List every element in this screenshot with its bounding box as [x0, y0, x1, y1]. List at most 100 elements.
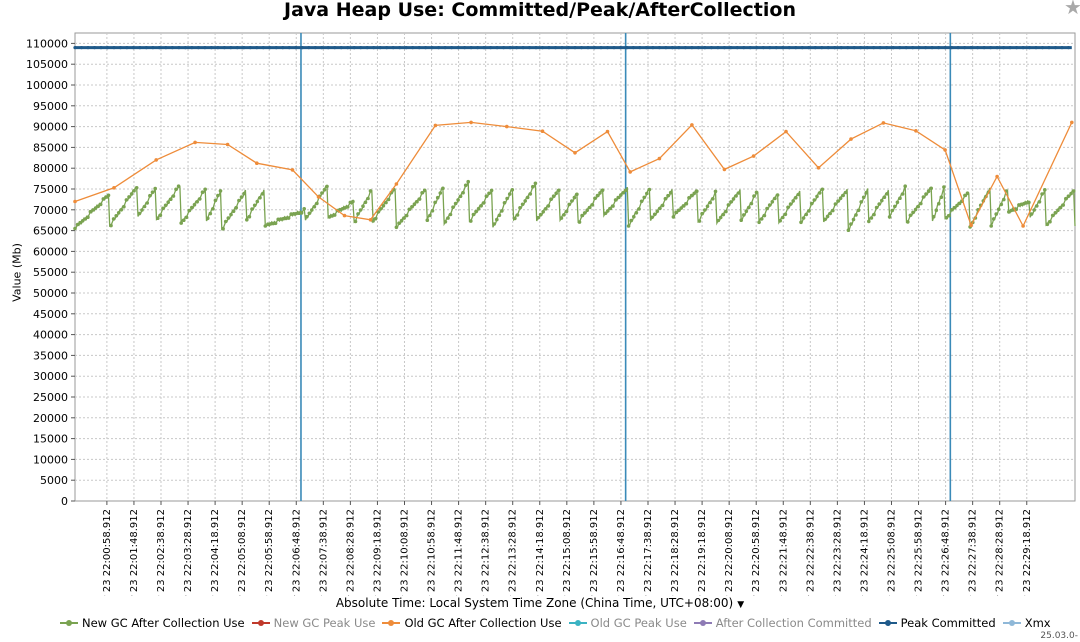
- data-point-peak-committed: [138, 46, 142, 50]
- data-point-peak-committed: [1034, 46, 1038, 50]
- data-point-new-gc-after-collection-use: [996, 207, 1001, 212]
- legend-item-old-gc-peak-use[interactable]: Old GC Peak Use: [568, 616, 687, 630]
- data-point-new-gc-after-collection-use: [129, 192, 134, 196]
- data-point-new-gc-after-collection-use: [1071, 189, 1076, 193]
- data-point-peak-committed: [800, 46, 804, 50]
- data-point-new-gc-after-collection-use: [190, 205, 194, 210]
- data-point-peak-committed: [937, 46, 941, 50]
- data-point-new-gc-after-collection-use: [838, 196, 843, 200]
- x-tick-label: May 23 22:15:58.912: [589, 509, 600, 596]
- data-point-peak-committed: [203, 46, 207, 50]
- y-tick-label: 90000: [33, 121, 68, 134]
- data-point-new-gc-after-collection-use: [169, 197, 173, 201]
- data-point-peak-committed: [924, 46, 928, 50]
- data-point-new-gc-after-collection-use: [433, 200, 437, 205]
- data-point-new-gc-after-collection-use: [544, 207, 548, 211]
- data-point-peak-committed: [547, 46, 551, 50]
- legend-label: New GC After Collection Use: [82, 616, 245, 630]
- chevron-down-icon[interactable]: ▼: [737, 600, 745, 610]
- data-point-peak-committed: [592, 46, 597, 50]
- data-point-peak-committed: [463, 46, 467, 50]
- data-point-new-gc-after-collection-use: [809, 201, 814, 206]
- data-point-new-gc-after-collection-use: [127, 195, 131, 199]
- data-point-peak-committed: [696, 46, 701, 50]
- data-point-peak-committed: [820, 46, 824, 50]
- data-point-new-gc-after-collection-use: [471, 212, 476, 217]
- data-point-peak-committed: [216, 46, 220, 50]
- data-point-new-gc-after-collection-use: [358, 208, 363, 212]
- data-point-new-gc-after-collection-use: [200, 190, 205, 194]
- data-point-new-gc-after-collection-use: [443, 220, 448, 224]
- data-point-new-gc-after-collection-use: [616, 195, 620, 200]
- data-point-new-gc-after-collection-use: [320, 191, 324, 195]
- data-point-peak-committed: [1002, 46, 1006, 50]
- data-point-old-gc-after-collection-use: [368, 218, 373, 222]
- data-point-peak-committed: [1053, 46, 1058, 50]
- data-point-new-gc-after-collection-use: [921, 195, 926, 199]
- data-point-peak-committed: [294, 46, 298, 50]
- data-point-peak-committed: [885, 46, 889, 50]
- data-point-old-gc-after-collection-use: [112, 186, 116, 190]
- data-point-new-gc-after-collection-use: [739, 218, 743, 222]
- data-point-new-gc-after-collection-use: [804, 212, 809, 217]
- y-tick-label: 85000: [33, 141, 68, 154]
- data-point-peak-committed: [527, 46, 532, 50]
- data-point-new-gc-after-collection-use: [252, 203, 257, 208]
- data-point-peak-committed: [131, 46, 135, 50]
- data-point-new-gc-after-collection-use: [867, 219, 871, 224]
- data-point-new-gc-after-collection-use: [629, 218, 633, 223]
- y-tick-label: 20000: [33, 412, 68, 425]
- data-point-new-gc-after-collection-use: [302, 207, 307, 211]
- data-point-peak-committed: [729, 46, 733, 50]
- star-icon[interactable]: ★: [1064, 0, 1080, 19]
- data-point-new-gc-after-collection-use: [632, 214, 636, 219]
- data-point-peak-committed: [261, 46, 265, 50]
- data-point-new-gc-after-collection-use: [461, 190, 465, 195]
- data-point-peak-committed: [495, 46, 499, 50]
- data-point-peak-committed: [404, 46, 408, 50]
- x-tick-label: May 23 22:10:58.912: [427, 509, 438, 596]
- data-point-peak-committed: [670, 46, 675, 50]
- data-point-new-gc-after-collection-use: [255, 199, 260, 204]
- legend-item-peak-committed[interactable]: Peak Committed: [878, 616, 996, 630]
- data-point-new-gc-after-collection-use: [353, 219, 358, 224]
- data-point-new-gc-after-collection-use: [263, 224, 268, 228]
- data-point-old-gc-after-collection-use: [154, 158, 158, 162]
- data-point-new-gc-after-collection-use: [570, 199, 574, 203]
- data-point-new-gc-after-collection-use: [281, 216, 286, 221]
- x-axis-label[interactable]: Absolute Time: Local System Time Zone (C…: [0, 596, 1080, 610]
- data-point-new-gc-after-collection-use: [1066, 194, 1071, 198]
- data-point-old-gc-after-collection-use: [881, 121, 886, 125]
- data-point-peak-committed: [430, 46, 434, 50]
- legend-label: Peak Committed: [900, 616, 996, 630]
- legend-item-new-gc-after-collection-use[interactable]: New GC After Collection Use: [60, 616, 245, 630]
- data-point-new-gc-after-collection-use: [394, 225, 399, 230]
- data-point-peak-committed: [904, 46, 908, 50]
- data-point-new-gc-after-collection-use: [913, 207, 918, 212]
- legend-item-after-collection-committed[interactable]: After Collection Committed: [693, 616, 872, 630]
- data-point-peak-committed: [651, 46, 655, 50]
- data-point-new-gc-after-collection-use: [83, 217, 88, 221]
- data-point-new-gc-after-collection-use: [1040, 192, 1044, 196]
- data-point-new-gc-after-collection-use: [299, 211, 304, 215]
- legend-item-old-gc-after-collection-use[interactable]: Old GC After Collection Use: [382, 616, 562, 630]
- data-point-peak-committed: [930, 46, 934, 50]
- data-point-new-gc-after-collection-use: [1043, 188, 1047, 192]
- data-point-peak-committed: [560, 46, 564, 50]
- plot-frame: [74, 32, 1076, 502]
- legend-item-new-gc-peak-use[interactable]: New GC Peak Use: [251, 616, 375, 630]
- data-point-peak-committed: [391, 46, 395, 50]
- data-point-new-gc-after-collection-use: [825, 214, 830, 219]
- legend-item-xmx[interactable]: Xmx: [1002, 616, 1051, 630]
- data-point-new-gc-after-collection-use: [101, 197, 106, 201]
- data-point-new-gc-after-collection-use: [245, 218, 249, 222]
- data-point-peak-committed: [73, 46, 77, 50]
- data-point-new-gc-after-collection-use: [91, 208, 95, 212]
- data-point-old-gc-after-collection-use: [969, 223, 973, 227]
- data-point-peak-committed: [703, 46, 707, 50]
- data-point-peak-committed: [807, 46, 811, 50]
- data-point-new-gc-after-collection-use: [856, 208, 861, 213]
- data-point-new-gc-after-collection-use: [489, 188, 494, 193]
- data-point-new-gc-after-collection-use: [877, 202, 881, 206]
- data-point-old-gc-after-collection-use: [254, 161, 259, 165]
